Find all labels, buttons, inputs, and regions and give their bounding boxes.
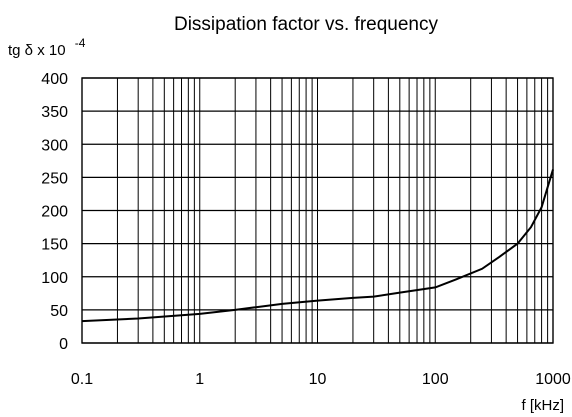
x-axis-label: f [kHz] xyxy=(521,397,564,414)
y-tick-label: 250 xyxy=(41,170,68,187)
y-tick-label: 200 xyxy=(41,204,68,221)
y-tick-label: 0 xyxy=(59,336,68,353)
y-tick-labels: 0 50 100 150 200 250 300 350 400 xyxy=(41,71,68,353)
x-tick-label: 1000 xyxy=(535,371,571,388)
y-tick-label: 400 xyxy=(41,71,68,88)
y-tick-label: 150 xyxy=(41,237,68,254)
y-axis-label-exponent: -4 xyxy=(75,36,86,50)
grid xyxy=(81,77,554,344)
y-tick-label: 50 xyxy=(50,303,68,320)
plot-frame xyxy=(81,77,554,344)
series-line xyxy=(81,169,554,323)
x-tick-labels: 0.1 1 10 100 1000 xyxy=(71,371,571,388)
y-tick-label: 100 xyxy=(41,270,68,287)
y-tick-label: 350 xyxy=(41,104,68,121)
x-tick-label: 100 xyxy=(422,371,449,388)
x-tick-label: 10 xyxy=(309,371,327,388)
chart-title: Dissipation factor vs. frequency xyxy=(174,14,439,35)
y-tick-label: 300 xyxy=(41,137,68,154)
x-tick-label: 0.1 xyxy=(71,371,93,388)
y-axis-label: tg δ x 10 -4 xyxy=(8,36,86,59)
x-tick-label: 1 xyxy=(195,371,204,388)
y-axis-label-main: tg δ x 10 xyxy=(8,42,66,59)
